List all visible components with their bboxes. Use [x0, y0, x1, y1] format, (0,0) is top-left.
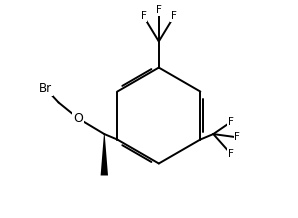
Text: F: F — [156, 5, 162, 15]
Text: F: F — [234, 132, 240, 142]
Polygon shape — [101, 134, 108, 175]
Text: F: F — [171, 11, 177, 21]
Text: O: O — [73, 112, 83, 125]
Text: F: F — [141, 11, 147, 21]
Text: F: F — [228, 117, 234, 127]
Text: F: F — [228, 149, 234, 159]
Text: Br: Br — [39, 82, 52, 95]
